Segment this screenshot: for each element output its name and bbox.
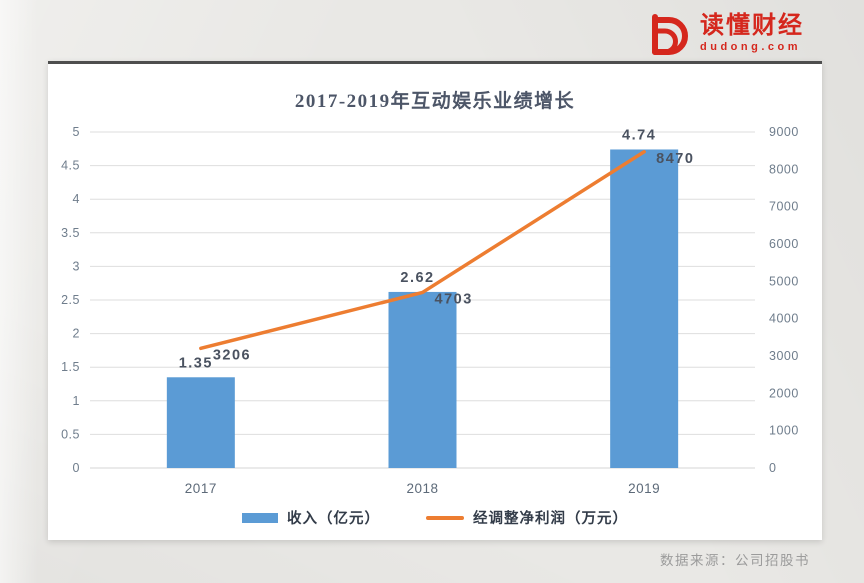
svg-text:2017: 2017 [185,481,217,496]
brand-text-block: 读懂财经 dudong.com [700,14,804,53]
svg-text:7000: 7000 [769,200,799,214]
legend-swatch-revenue-bar [242,512,278,523]
svg-text:8470: 8470 [656,151,694,167]
svg-text:3: 3 [73,259,80,273]
svg-text:3206: 3206 [213,347,251,363]
svg-text:0.5: 0.5 [61,427,80,441]
svg-text:4.5: 4.5 [61,159,80,173]
svg-text:0: 0 [769,461,776,475]
brand-logo: 读懂财经 dudong.com [644,9,804,57]
chart-title: 2017-2019年互动娱乐业绩增长 [294,91,576,112]
svg-text:2: 2 [73,327,80,341]
svg-text:4: 4 [73,192,80,206]
svg-text:5: 5 [73,125,80,139]
svg-text:1.5: 1.5 [61,360,80,374]
svg-text:4703: 4703 [435,291,473,307]
svg-text:2018: 2018 [406,481,438,496]
chart-card: 2017-2019年互动娱乐业绩增长 5 4.5 4 3.5 3 2.5 2 1.5 1 0.5 0… [48,61,822,540]
legend-item-profit: 经调整净利润（万元） [426,507,628,528]
svg-text:3000: 3000 [769,349,799,363]
legend-label-profit: 经调整净利润（万元） [473,511,628,527]
svg-text:1.35: 1.35 [179,355,213,371]
legend-swatch-profit-line [426,515,464,520]
legend-item-revenue: 收入（亿元） [242,507,380,528]
brand-name: 读懂财经 [700,12,804,39]
svg-text:1: 1 [73,394,80,408]
svg-text:6000: 6000 [769,237,799,251]
svg-text:2.5: 2.5 [61,293,80,307]
svg-text:1000: 1000 [769,424,799,438]
brand-domain: dudong.com [700,40,801,53]
svg-text:8000: 8000 [769,162,799,176]
svg-text:2.62: 2.62 [400,270,434,286]
svg-text:4000: 4000 [769,312,799,326]
dudong-d-logo-icon [652,14,688,55]
svg-text:5000: 5000 [769,274,799,288]
source-note: 数据来源：公司招股书 [660,553,810,568]
svg-text:4.74: 4.74 [622,127,656,143]
svg-text:3.5: 3.5 [61,226,80,240]
combo-bar-line-chart: 5 4.5 4 3.5 3 2.5 2 1.5 1 0.5 0 9000 8000 7000 6000 500… [61,125,799,496]
legend-label-revenue: 收入（亿元） [287,511,380,527]
chart-legend: 收入（亿元） 经调整净利润（万元） [48,507,822,528]
svg-text:9000: 9000 [769,125,799,139]
svg-text:0: 0 [73,461,80,475]
svg-text:2019: 2019 [628,481,660,496]
svg-text:2000: 2000 [769,386,799,400]
